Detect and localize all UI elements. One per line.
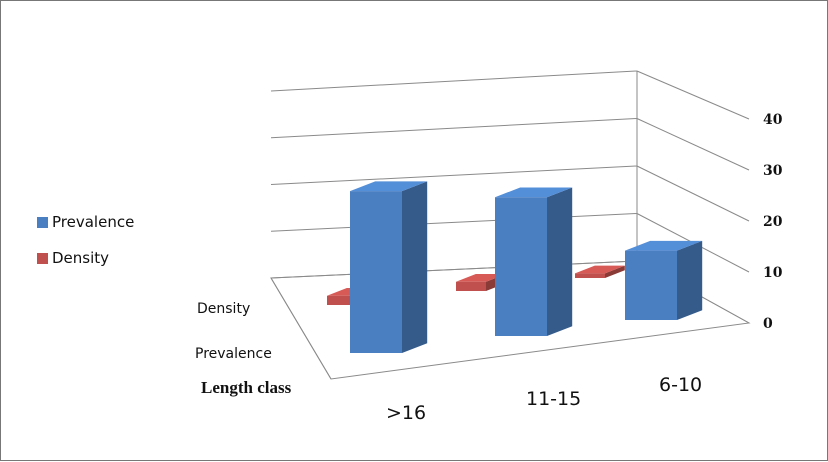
legend-swatch-density [37,252,48,264]
prevalence-bar-side [677,240,703,320]
x-tick-label: 6-10 [659,374,702,396]
gridline-side [636,165,750,222]
floor-edge [270,277,332,380]
prevalence-bar-side [402,181,428,353]
bar-group [327,181,703,353]
gridline-side [636,118,750,171]
depth-tick-label: Prevalence [195,346,272,362]
legend-swatch-prevalence [37,216,48,228]
y-tick-label: 30 [763,163,783,179]
legend-label-density: Density [52,249,110,267]
legend: Prevalence Density [37,211,134,283]
y-tick-label: 0 [763,316,773,332]
gridline-side [636,70,750,120]
prevalence-bar [350,191,402,353]
depth-axis-ticks: Density Prevalence [195,301,272,362]
density-bar-top [575,265,625,274]
depth-tick-label: Density [197,301,250,317]
prevalence-bar-top [625,240,703,251]
density-bar-top [456,274,506,282]
y-tick-label: 10 [763,265,783,281]
gridline [270,70,638,92]
prevalence-bar-top [350,181,428,192]
x-tick-label: >16 [386,402,426,424]
legend-item-density: Density [37,247,134,269]
prevalence-bar-side [547,187,573,336]
density-bar [456,281,486,291]
gridlines [270,70,750,324]
prevalence-bar [495,197,547,336]
x-tick-label: 11-15 [526,388,581,410]
legend-item-prevalence: Prevalence [37,211,134,233]
gridline [270,165,638,185]
density-bar-side [605,265,625,278]
prevalence-bar [625,250,677,320]
gridline [270,118,638,139]
x-axis-ticks: >16 11-15 6-10 [386,374,702,424]
y-tick-label: 40 [763,112,783,128]
y-tick-label: 20 [763,214,783,230]
prevalence-bar-top [495,187,573,198]
gridline [270,213,638,232]
x-axis-title: Length class [201,378,292,397]
y-axis-ticks: 0 10 20 30 40 [763,112,783,332]
density-bar [575,273,605,278]
density-bar [327,295,357,305]
legend-label-prevalence: Prevalence [52,213,135,231]
